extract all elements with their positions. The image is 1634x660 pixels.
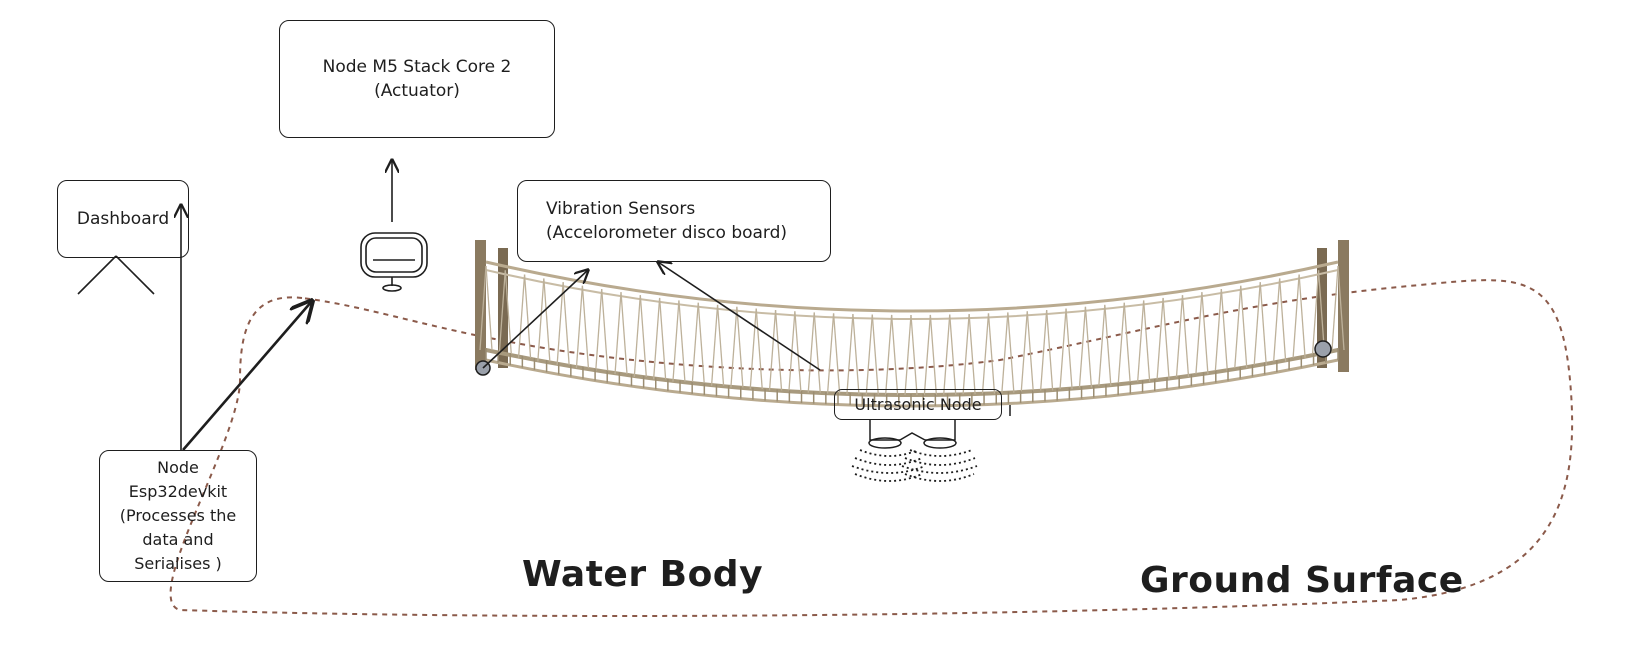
esp32-line-3: (Processes the [119,506,237,525]
esp32-line-2: Esp32devkit [128,482,228,501]
ultrasonic-sensor-icon [851,405,1011,482]
dashboard-box: Dashboard [57,180,189,258]
esp32-line-4: data and [142,530,214,549]
ultrasonic-node-box: Ultrasonic Node [834,389,1002,420]
water-body-label: Water Body [522,554,764,595]
esp32-node-box: Node Esp32devkit (Processes the data and… [99,450,257,582]
actuator-node-title: Node M5 Stack Core 2 [322,57,512,77]
dashboard-label: Dashboard [76,209,170,229]
arrow-esp32-to-monitor [182,301,312,451]
ultrasonic-node-label: Ultrasonic Node [854,394,982,414]
arrow-bridge-to-vibration [658,262,821,371]
rope-bridge-illustration [475,240,1349,408]
arrow-sensor-left-to-vibration [482,270,588,369]
vibration-sensor-right-dot [1314,340,1332,358]
vibration-sensors-box: Vibration Sensors (Accelorometer disco b… [517,180,831,262]
person-icon [77,255,155,295]
vibration-sensors-title: Vibration Sensors [546,199,696,219]
ground-boundary-dashed [169,279,1574,617]
monitor-icon [360,232,428,292]
esp32-line-5: Serialises ) [134,554,222,573]
ground-surface-label: Ground Surface [1140,560,1464,601]
actuator-node-subtitle: (Actuator) [374,81,460,101]
actuator-node-box: Node M5 Stack Core 2 (Actuator) [279,20,555,138]
esp32-line-1: Node [157,458,199,477]
vibration-sensors-subtitle: (Accelorometer disco board) [546,223,788,243]
